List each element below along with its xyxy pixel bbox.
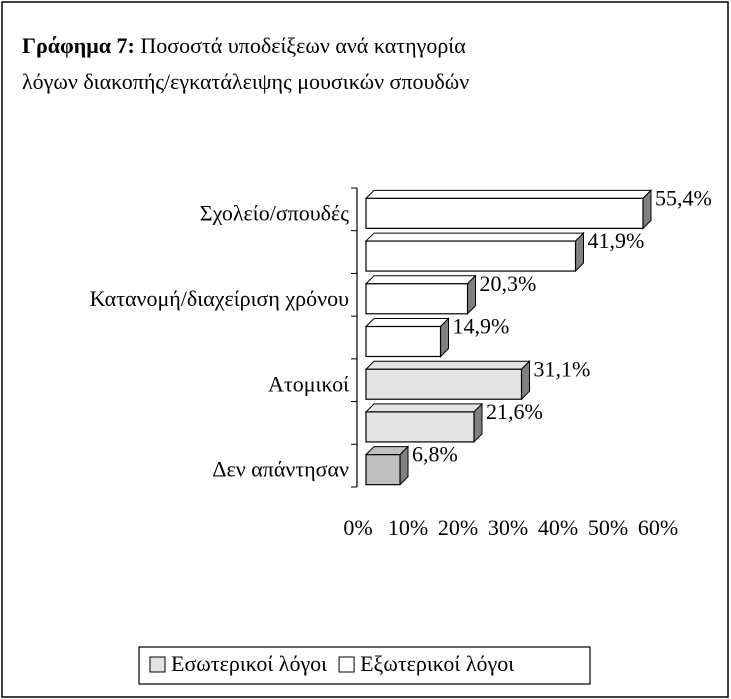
bar-top — [364, 275, 477, 285]
legend-label: Εξωτερικοί λόγοι — [360, 651, 514, 676]
x-tick-label: 60% — [638, 515, 678, 540]
y-tick-label: Δεν απάντησαν — [212, 457, 349, 482]
data-label: 31,1% — [534, 356, 591, 381]
data-label: 14,9% — [453, 314, 510, 339]
y-tick-label: Ατομικοί — [268, 371, 349, 396]
bar — [365, 454, 401, 486]
data-label: 55,4% — [655, 185, 712, 210]
bar — [365, 283, 469, 315]
legend-swatch — [338, 656, 355, 673]
bar — [365, 368, 523, 400]
x-tick-label: 50% — [588, 515, 628, 540]
data-label: 21,6% — [486, 399, 543, 424]
bar-top — [364, 403, 484, 413]
legend-label: Εσωτερικοί λόγοι — [171, 651, 327, 676]
data-label: 20,3% — [480, 271, 537, 296]
y-tick-label: Κατανομή/διαχείριση χρόνου — [90, 286, 350, 311]
bar — [365, 197, 644, 229]
data-label: 41,9% — [588, 228, 645, 253]
data-label: 6,8% — [412, 442, 458, 467]
bar — [365, 325, 442, 358]
chart-title-line1: Γράφημα 7: Ποσοστά υποδείξεων ανά κατηγο… — [22, 33, 466, 58]
bar-top — [364, 318, 450, 327]
bar-top — [364, 189, 653, 199]
x-tick-label: 20% — [438, 515, 478, 540]
chart-title-line2: λόγων διακοπής/εγκατάλειψης μουσικών σπο… — [22, 69, 469, 94]
legend-swatch — [149, 656, 166, 673]
x-tick-label: 40% — [538, 515, 578, 540]
legend-box — [138, 646, 591, 685]
x-tick-label: 10% — [388, 515, 428, 540]
chart-title: Ποσοστά υποδείξεων ανά κατηγορία — [140, 33, 466, 58]
bar-top — [364, 232, 585, 242]
x-tick-label: 0% — [343, 515, 372, 540]
y-tick-label: Σχολείο/σπουδές — [200, 200, 349, 225]
bar-top — [364, 360, 531, 370]
x-tick-label: 30% — [488, 515, 528, 540]
bar — [365, 240, 577, 272]
figure-label: Γράφημα 7: — [22, 33, 135, 58]
bar — [365, 411, 475, 443]
